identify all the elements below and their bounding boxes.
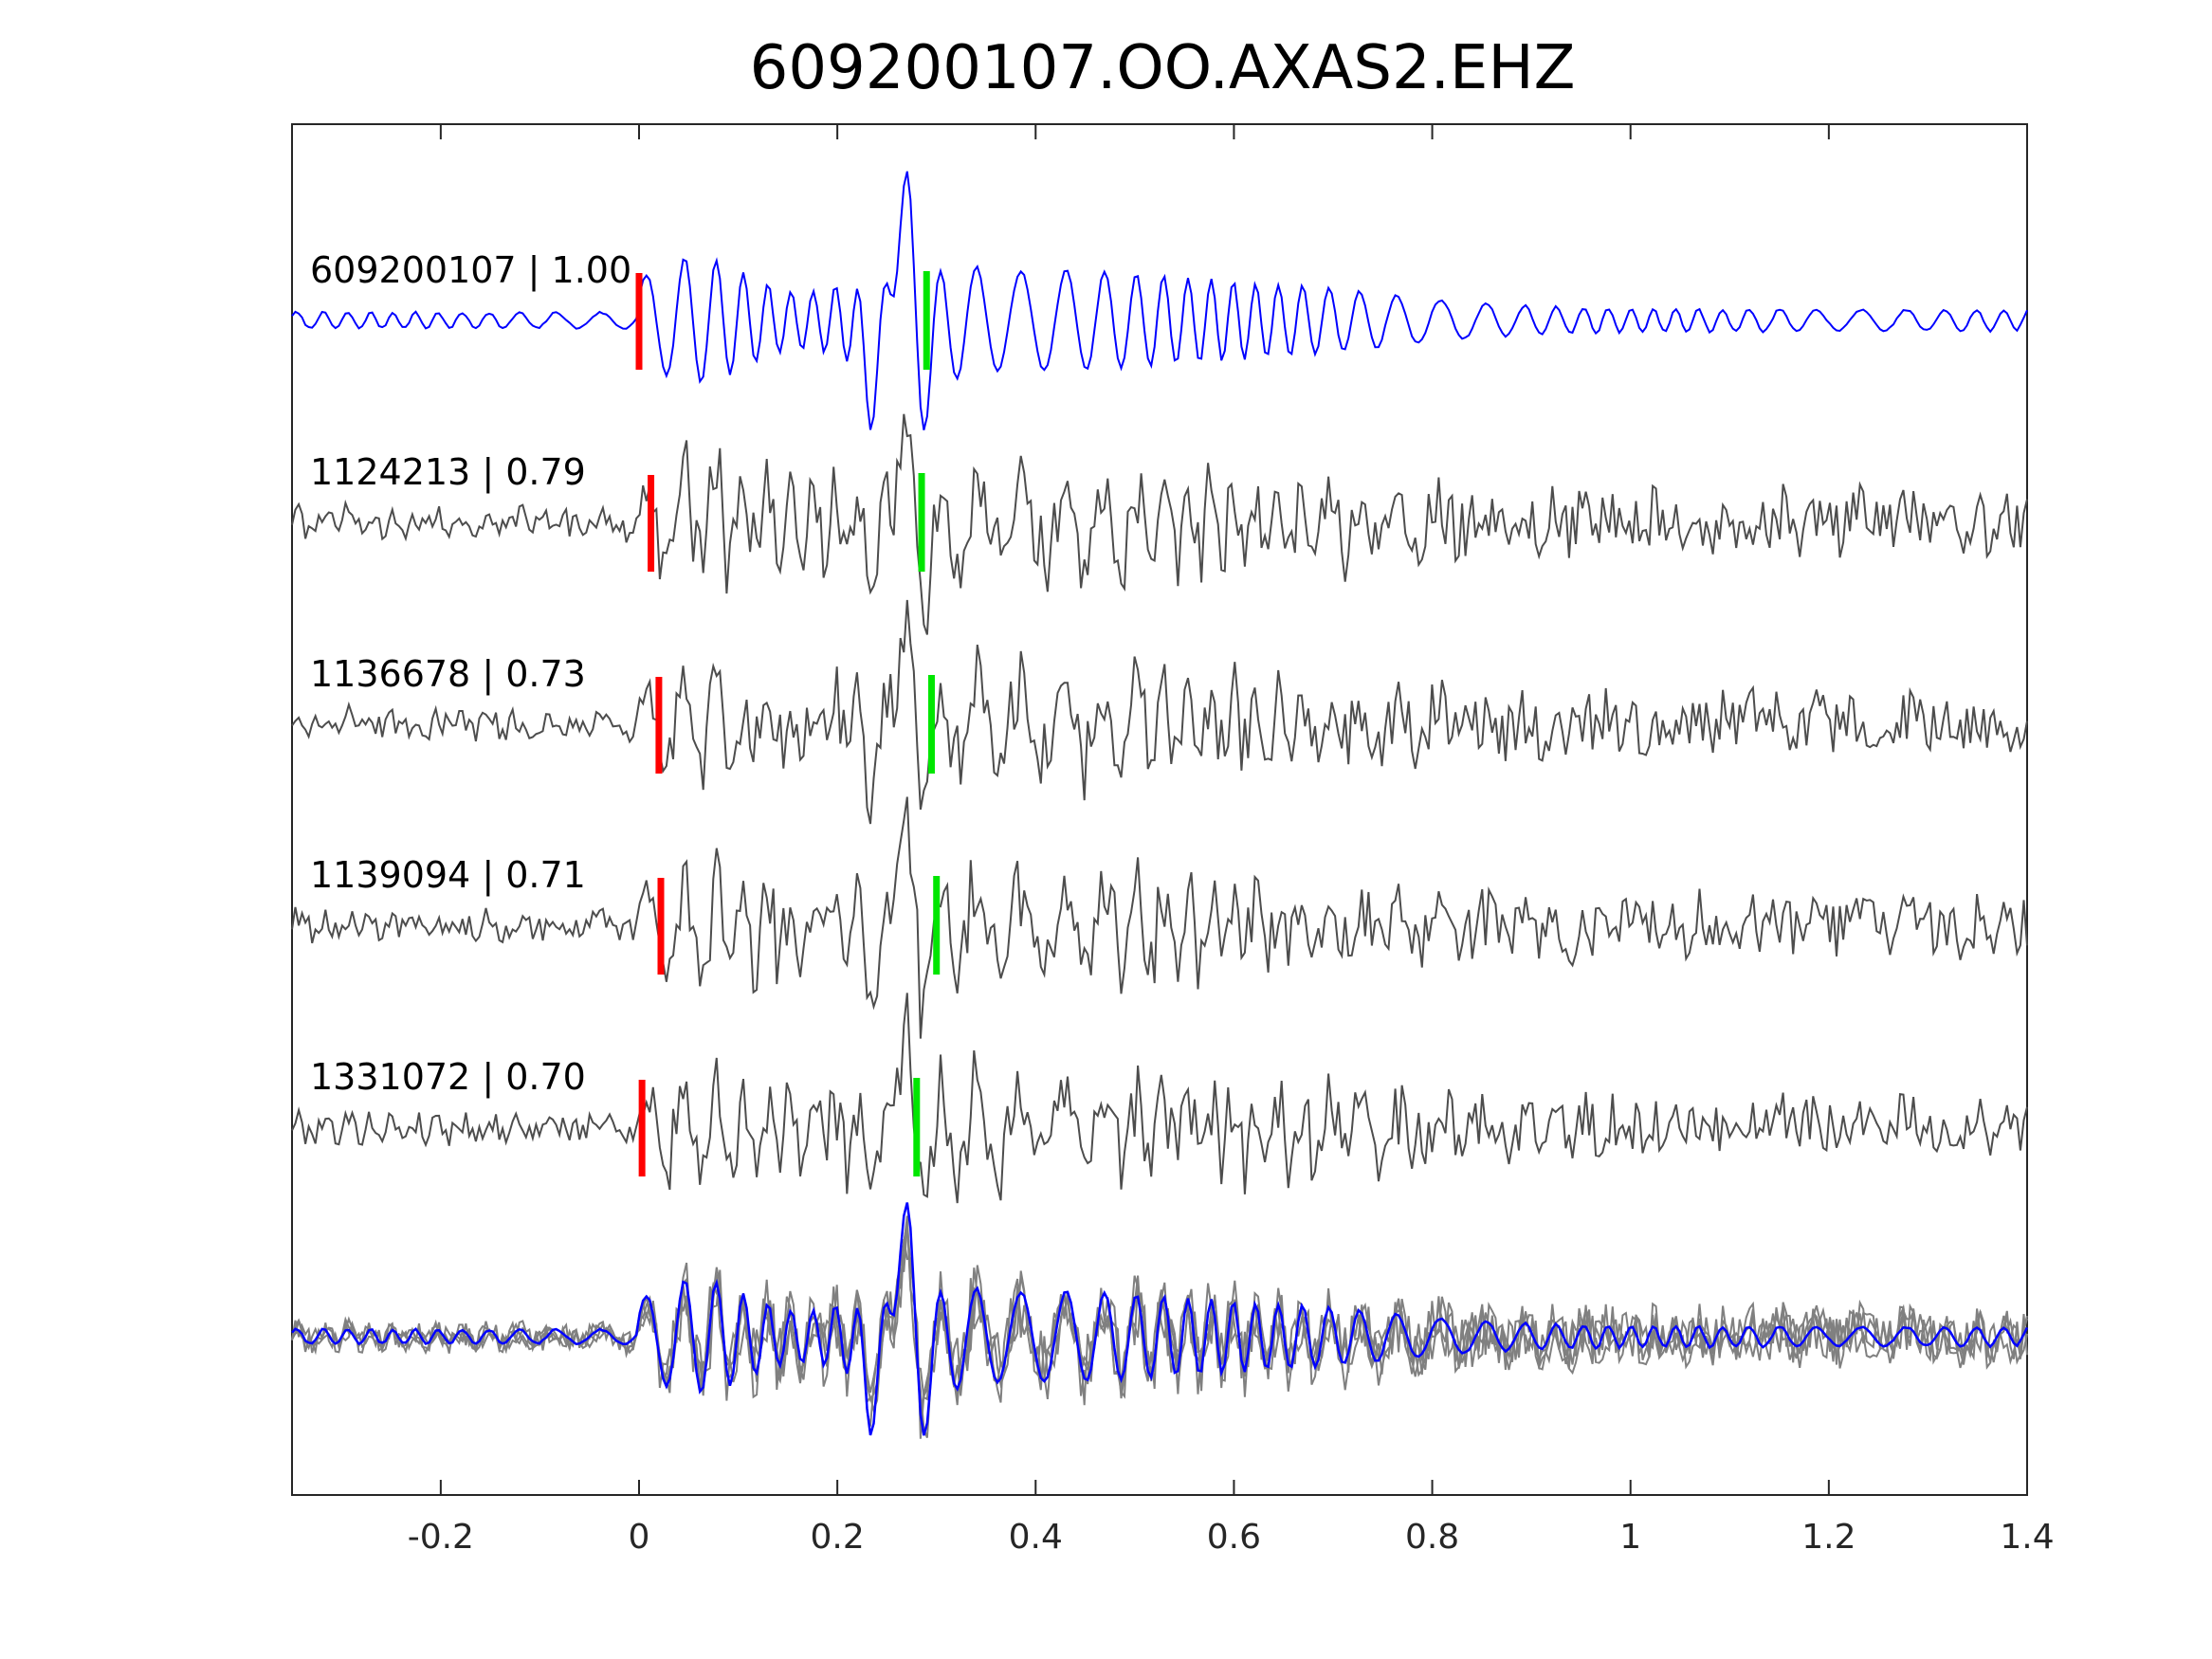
trace-labels: 609200107 | 1.00 1124213 | 0.79 1136678 | … (310, 249, 631, 1099)
x-tick-label: -0.2 (408, 1518, 474, 1557)
x-tick-label: 0.6 (1207, 1518, 1261, 1557)
trace-label: 1139094 | 0.71 (310, 854, 586, 897)
phase-picks (635, 271, 941, 1176)
matched-trace (291, 599, 2028, 825)
overlay-master-trace (291, 1202, 2029, 1436)
waveform-traces (291, 171, 2029, 1439)
master-trace (291, 171, 2028, 430)
x-tick-label: 0 (629, 1518, 650, 1557)
x-tick-label: 0.8 (1405, 1518, 1459, 1557)
trace-label: 1124213 | 0.79 (310, 451, 586, 494)
trace-label: 609200107 | 1.00 (310, 249, 631, 292)
matched-trace (291, 796, 2028, 1039)
matched-trace (291, 413, 2028, 635)
x-tick-label: 0.2 (811, 1518, 865, 1557)
x-tick-label: 0.4 (1009, 1518, 1063, 1557)
x-axis: -0.2 0 0.2 0.4 0.6 0.8 1 1.2 1.4 (408, 124, 2055, 1557)
chart-title: 609200107.OO.AXAS2.EHZ (750, 33, 1576, 103)
x-tick-label: 1.4 (2000, 1518, 2054, 1557)
x-tick-label: 1 (1619, 1518, 1641, 1557)
matched-trace (291, 993, 2028, 1204)
plot-area (291, 123, 2028, 1496)
trace-label: 1331072 | 0.70 (310, 1056, 586, 1099)
x-tick-label: 1.2 (1801, 1518, 1856, 1557)
trace-label: 1136678 | 0.73 (310, 653, 586, 696)
